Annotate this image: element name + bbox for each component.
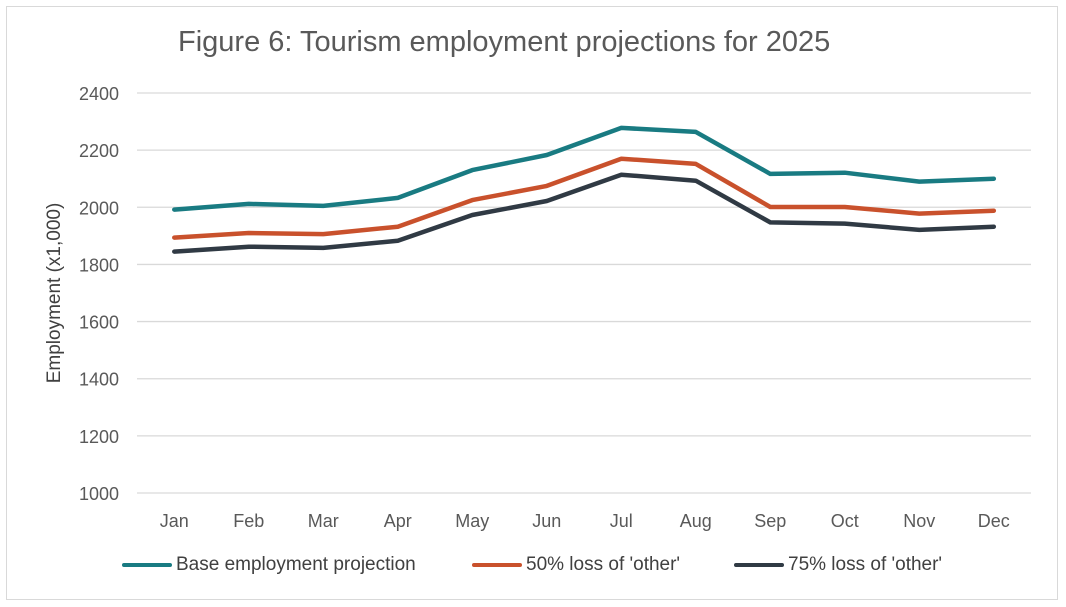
x-tick-labels: Jan Feb Mar Apr May Jun Jul Aug Sep Oct Nov Dec — [160, 511, 1010, 531]
series-lines — [172, 125, 997, 254]
series-line-3 — [172, 172, 997, 254]
y-tick-label: 1200 — [79, 427, 119, 447]
y-tick-label: 1600 — [79, 313, 119, 333]
y-tick-label: 1800 — [79, 255, 119, 275]
chart-title: Figure 6: Tourism employment projections… — [178, 26, 831, 58]
series-line-1 — [172, 125, 997, 212]
x-tick-label: Jul — [610, 511, 633, 531]
y-tick-label: 2400 — [79, 84, 119, 104]
legend-item-3: 75% loss of 'other' — [734, 554, 942, 576]
x-tick-label: Aug — [680, 511, 712, 531]
x-tick-label: Mar — [308, 511, 339, 531]
legend-item-2: 50% loss of 'other' — [472, 554, 680, 576]
y-tick-label: 2200 — [79, 141, 119, 161]
y-tick-label: 2000 — [79, 198, 119, 218]
series-line-2 — [172, 156, 997, 240]
y-tick-label: 1400 — [79, 370, 119, 390]
x-tick-label: Sep — [754, 511, 786, 531]
legend-swatch — [122, 563, 172, 567]
legend-swatch — [472, 563, 522, 567]
chart-frame — [6, 6, 1058, 600]
x-tick-label: Oct — [831, 511, 859, 531]
legend-swatch — [734, 563, 784, 567]
legend-label: 50% loss of 'other' — [526, 554, 681, 575]
x-tick-label: May — [455, 511, 489, 531]
legend-label: 75% loss of 'other' — [788, 554, 943, 575]
legend-item-1: Base employment projection — [122, 554, 416, 576]
x-tick-label: Nov — [903, 511, 935, 531]
x-tick-label: Apr — [384, 511, 412, 531]
y-tick-label: 1000 — [79, 484, 119, 504]
legend: Base employment projection 50% loss of 'o… — [0, 554, 1066, 580]
legend-label: Base employment projection — [176, 554, 416, 575]
x-tick-label: Dec — [978, 511, 1010, 531]
x-tick-label: Jun — [532, 511, 561, 531]
y-axis-label: Employment (x1,000) — [44, 203, 65, 384]
gridlines — [137, 92, 1031, 494]
y-tick-labels: 1000 1200 1400 1600 1800 2000 2200 2400 — [79, 84, 119, 504]
x-tick-label: Feb — [233, 511, 264, 531]
x-tick-label: Jan — [160, 511, 189, 531]
